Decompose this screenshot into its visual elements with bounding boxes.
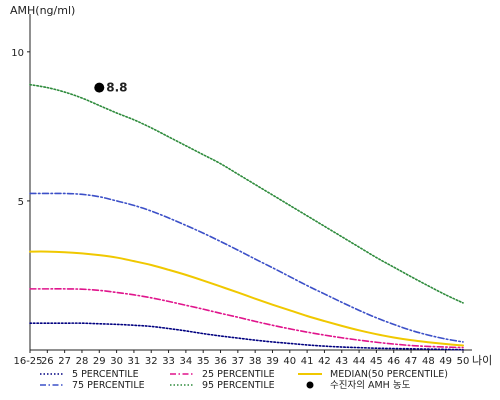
x-tick-label: 34 xyxy=(180,356,193,367)
series-line-5-percentile xyxy=(29,322,464,351)
x-tick-label: 30 xyxy=(110,356,123,367)
legend-label: 5 PERCENTILE xyxy=(72,369,139,380)
x-tick-label: 31 xyxy=(128,356,141,367)
x-tick-label: 43 xyxy=(335,356,348,367)
legend-label: 95 PERCENTILE xyxy=(202,380,275,391)
x-tick-label: 36 xyxy=(214,356,227,367)
x-tick-label: 46 xyxy=(387,356,400,367)
x-tick-label: 44 xyxy=(353,356,366,367)
x-tick-label: 42 xyxy=(318,356,331,367)
x-tick-label: 28 xyxy=(76,356,89,367)
x-tick-label: 27 xyxy=(58,356,71,367)
x-tick-label: 45 xyxy=(370,356,383,367)
series-line-75-percentile xyxy=(29,192,464,343)
x-tick-label: 40 xyxy=(283,356,296,367)
marker-layer: 8.8 xyxy=(94,81,128,95)
series-line-25-percentile xyxy=(29,288,464,349)
x-tick-label: 35 xyxy=(197,356,210,367)
axes: AMH(ng/ml) 나이 xyxy=(10,4,492,367)
x-tick-label: 47 xyxy=(405,356,418,367)
y-axis-title: AMH(ng/ml) xyxy=(10,4,75,17)
x-tick-label: 50 xyxy=(457,356,470,367)
x-tick-label: 26 xyxy=(41,356,54,367)
legend-label: 25 PERCENTILE xyxy=(202,369,275,380)
highlight-point xyxy=(94,82,105,93)
x-tick-label: 49 xyxy=(439,356,452,367)
y-tick-label: 5 xyxy=(18,197,24,208)
x-tick-label: 38 xyxy=(249,356,262,367)
x-axis-title: 나이 xyxy=(472,354,492,367)
series-layer xyxy=(29,83,464,351)
highlight-data-label: 8.8 xyxy=(106,81,127,95)
legend: 5 PERCENTILE 25 PERCENTILE MEDIAN(50 PERCE… xyxy=(40,369,448,391)
x-tick-label: 33 xyxy=(162,356,175,367)
x-tick-label: 37 xyxy=(231,356,244,367)
x-tick-label: 41 xyxy=(301,356,314,367)
legend-label: MEDIAN(50 PERCENTILE) xyxy=(330,369,448,380)
legend-highlight-label: 수진자의 AMH 농도 xyxy=(330,380,411,391)
x-tick-label: 39 xyxy=(266,356,279,367)
x-tick-label: 16-25 xyxy=(13,356,42,367)
y-tick-label: 10 xyxy=(11,48,24,59)
legend-label: 75 PERCENTILE xyxy=(72,380,145,391)
x-tick-label: 48 xyxy=(422,356,435,367)
x-tick-label: 32 xyxy=(145,356,158,367)
x-tick-label: 29 xyxy=(93,356,106,367)
legend-highlight-swatch xyxy=(306,381,314,389)
series-line-median-50-percentile xyxy=(29,250,464,347)
series-line-95-percentile xyxy=(29,83,464,304)
